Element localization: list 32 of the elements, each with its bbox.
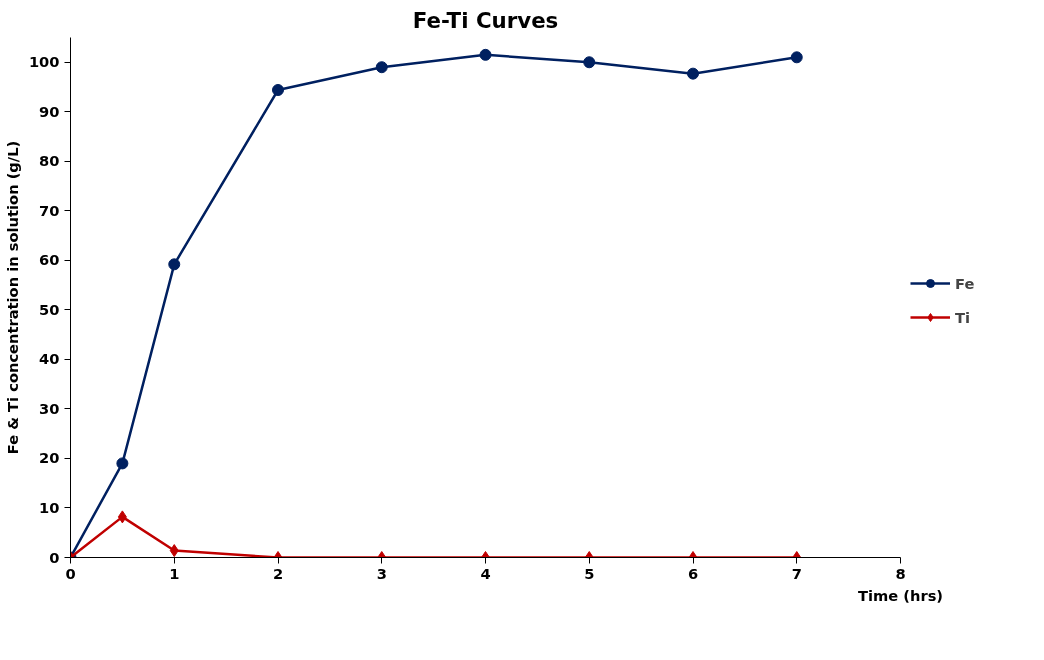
point [687, 67, 699, 80]
y-tick-label: 80 [39, 152, 60, 170]
y-tick-label: 10 [39, 498, 60, 516]
x-tick-label: 1 [169, 564, 180, 582]
x-tick-label: 0 [65, 564, 76, 582]
x-tick-label: 6 [687, 564, 699, 582]
x-tick-label: 4 [480, 564, 491, 582]
x-tick-label: 7 [791, 564, 802, 582]
y-tick-label: 60 [39, 251, 60, 269]
point [790, 51, 803, 64]
legend-label: Fe [955, 274, 975, 292]
point [272, 84, 284, 96]
x-tick-label: 2 [272, 564, 284, 582]
y-tick-label: 30 [39, 399, 60, 417]
y-tick-label: 90 [39, 102, 60, 120]
y-tick-label: 70 [39, 201, 60, 219]
chart-title: Fe-Ti Curves [412, 7, 559, 33]
point [375, 61, 388, 74]
y-tick-label: 50 [39, 300, 60, 318]
y-tick-label: 20 [39, 449, 60, 467]
y-tick-label: 100 [28, 53, 60, 71]
legend-label: Ti [955, 308, 972, 326]
x-axis-title: Time (hrs) [857, 586, 944, 604]
x-tick-label: 8 [895, 564, 906, 582]
x-tick-label: 5 [584, 564, 595, 582]
y-axis-title: Fe & Ti concentration in solution (g/L) [3, 140, 21, 455]
point [168, 258, 181, 271]
point [479, 48, 492, 61]
x-tick-label: 3 [376, 564, 387, 582]
y-tick-label: 0 [49, 548, 60, 566]
point [583, 56, 596, 69]
y-tick-label: 40 [39, 350, 60, 368]
